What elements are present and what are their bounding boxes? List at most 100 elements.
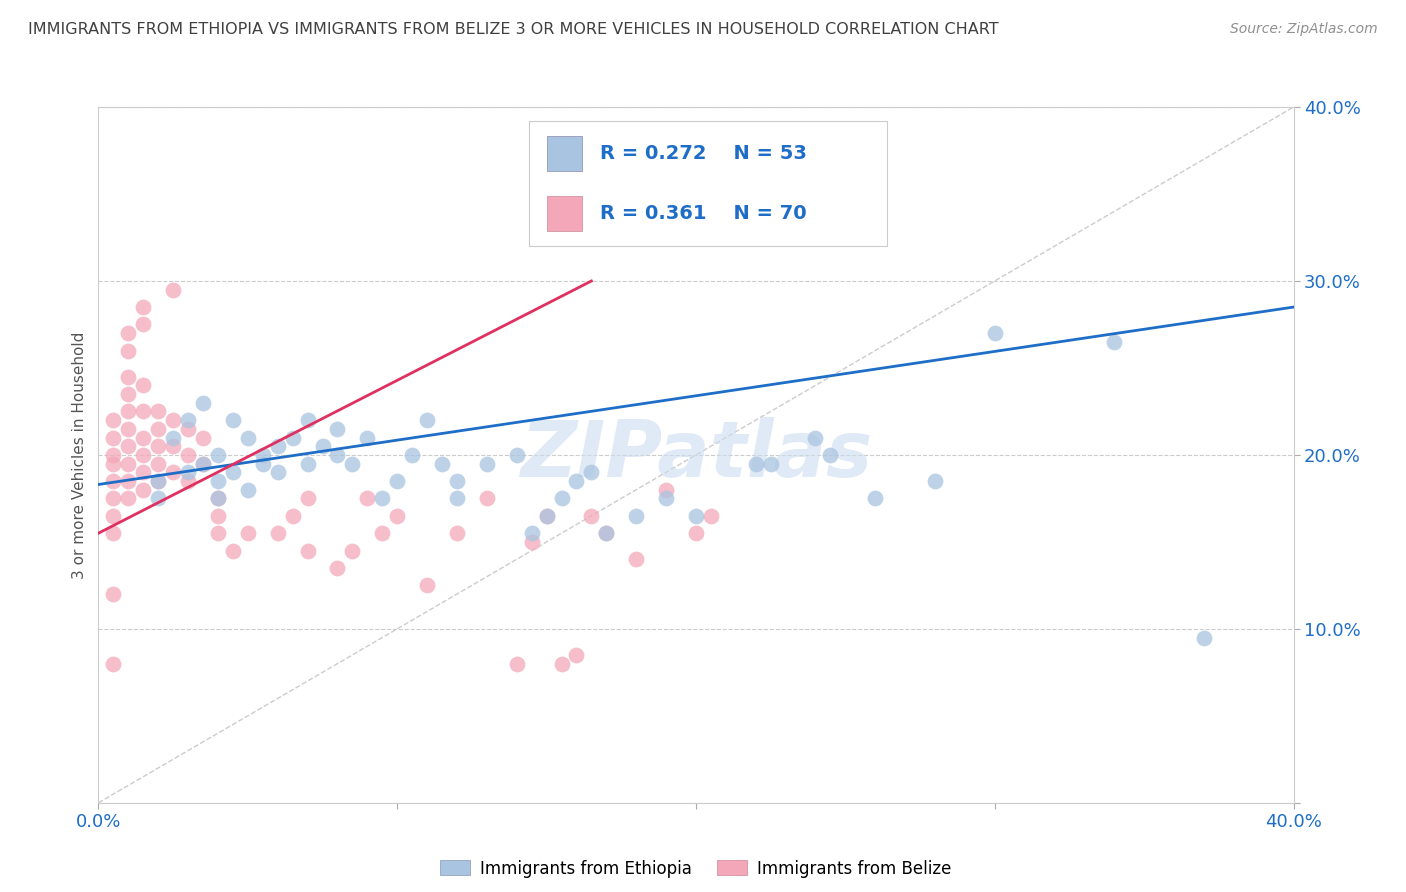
Point — [624, 552, 647, 566]
Point — [804, 431, 827, 445]
Point — [148, 422, 170, 436]
Y-axis label: 3 or more Vehicles in Household: 3 or more Vehicles in Household — [72, 331, 87, 579]
Point — [132, 378, 155, 392]
Point — [207, 508, 229, 523]
Point — [103, 474, 125, 488]
Point — [117, 439, 139, 453]
Point — [162, 466, 184, 480]
Point — [311, 439, 333, 453]
Point — [148, 457, 170, 471]
Point — [103, 587, 125, 601]
Point — [132, 466, 155, 480]
Point — [117, 457, 139, 471]
Point — [222, 543, 245, 558]
Point — [297, 413, 319, 427]
Point — [267, 526, 290, 541]
Point — [371, 526, 394, 541]
Point — [132, 404, 155, 418]
Point — [342, 543, 364, 558]
Text: Source: ZipAtlas.com: Source: ZipAtlas.com — [1230, 22, 1378, 37]
Text: ZIPatlas: ZIPatlas — [520, 417, 872, 493]
Point — [132, 448, 155, 462]
Point — [595, 526, 617, 541]
Point — [520, 526, 543, 541]
Point — [252, 448, 274, 462]
Point — [117, 326, 139, 340]
Point — [281, 508, 304, 523]
Point — [297, 543, 319, 558]
Point — [506, 448, 529, 462]
Point — [148, 491, 170, 506]
Point — [416, 578, 439, 592]
Point — [475, 457, 498, 471]
Point — [385, 508, 409, 523]
Point — [132, 300, 155, 314]
Point — [342, 457, 364, 471]
Point — [565, 648, 588, 662]
Point — [297, 491, 319, 506]
Point — [267, 466, 290, 480]
Point — [103, 431, 125, 445]
Point — [356, 491, 378, 506]
Point — [655, 491, 678, 506]
Point — [446, 474, 468, 488]
Point — [550, 657, 572, 671]
Point — [401, 448, 423, 462]
Point — [924, 474, 946, 488]
Point — [148, 404, 170, 418]
Point — [103, 413, 125, 427]
Point — [267, 439, 290, 453]
Point — [177, 474, 200, 488]
Point — [162, 413, 184, 427]
Point — [177, 413, 200, 427]
Point — [162, 431, 184, 445]
Point — [520, 534, 543, 549]
Point — [191, 457, 214, 471]
Point — [103, 448, 125, 462]
Point — [162, 439, 184, 453]
Point — [581, 466, 603, 480]
Point — [162, 283, 184, 297]
Point — [117, 404, 139, 418]
Point — [207, 448, 229, 462]
Point — [446, 491, 468, 506]
Point — [506, 657, 529, 671]
Point — [565, 474, 588, 488]
Point — [745, 457, 768, 471]
Point — [117, 491, 139, 506]
Point — [1104, 334, 1126, 349]
Point — [550, 491, 572, 506]
Point — [117, 474, 139, 488]
Point — [759, 457, 782, 471]
Legend: Immigrants from Ethiopia, Immigrants from Belize: Immigrants from Ethiopia, Immigrants fro… — [433, 853, 959, 884]
Point — [446, 526, 468, 541]
Point — [103, 508, 125, 523]
Point — [326, 561, 349, 575]
Point — [222, 466, 245, 480]
Point — [236, 431, 259, 445]
Point — [117, 387, 139, 401]
Point — [624, 508, 647, 523]
Point — [655, 483, 678, 497]
Point — [475, 491, 498, 506]
Point — [103, 526, 125, 541]
Point — [177, 448, 200, 462]
Point — [865, 491, 887, 506]
Point — [983, 326, 1005, 340]
Point — [191, 396, 214, 410]
Point — [132, 318, 155, 332]
Point — [177, 422, 200, 436]
Point — [117, 422, 139, 436]
Point — [103, 491, 125, 506]
Point — [685, 526, 707, 541]
Point — [148, 474, 170, 488]
Point — [191, 457, 214, 471]
Point — [252, 457, 274, 471]
Point — [117, 369, 139, 384]
Point — [416, 413, 439, 427]
Point — [685, 508, 707, 523]
Text: IMMIGRANTS FROM ETHIOPIA VS IMMIGRANTS FROM BELIZE 3 OR MORE VEHICLES IN HOUSEHO: IMMIGRANTS FROM ETHIOPIA VS IMMIGRANTS F… — [28, 22, 998, 37]
Point — [132, 431, 155, 445]
Point — [595, 526, 617, 541]
Point — [103, 657, 125, 671]
